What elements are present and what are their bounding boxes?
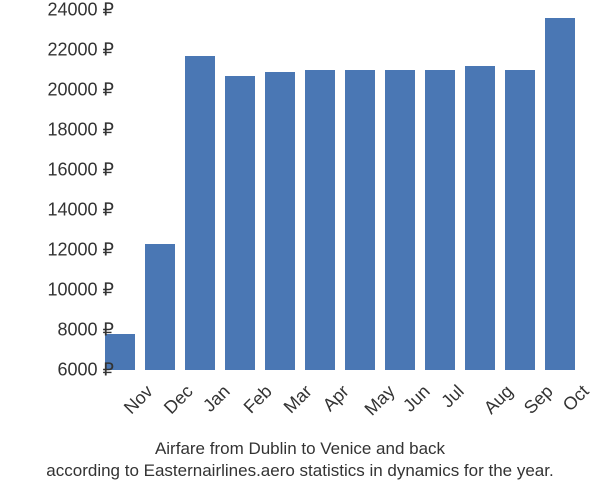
x-tick-label: Feb — [240, 381, 277, 418]
bar — [305, 70, 335, 370]
y-tick-label: 8000 ₽ — [58, 320, 115, 341]
x-tick-label: Apr — [319, 381, 354, 416]
bar — [425, 70, 455, 370]
x-tick-label: Sep — [520, 381, 557, 418]
bar — [185, 56, 215, 370]
x-tick-label: Mar — [280, 381, 317, 418]
x-tick-label: Aug — [480, 381, 517, 418]
x-tick-label: Oct — [559, 381, 594, 416]
bar — [145, 244, 175, 370]
y-tick-label: 22000 ₽ — [47, 40, 114, 61]
x-tick-label: Jan — [199, 381, 234, 416]
x-tick-label: May — [361, 381, 400, 420]
y-tick-label: 12000 ₽ — [47, 240, 114, 261]
bar — [265, 72, 295, 370]
y-tick-label: 24000 ₽ — [47, 0, 114, 21]
chart-caption: Airfare from Dublin to Venice and back a… — [0, 438, 600, 482]
airfare-bar-chart: Airfare from Dublin to Venice and back a… — [0, 0, 600, 500]
bar — [225, 76, 255, 370]
bar — [345, 70, 375, 370]
caption-line-1: Airfare from Dublin to Venice and back — [155, 439, 445, 458]
y-tick-label: 6000 ₽ — [58, 360, 115, 381]
x-tick-label: Jun — [399, 381, 434, 416]
y-tick-label: 10000 ₽ — [47, 280, 114, 301]
plot-area — [100, 10, 580, 370]
x-tick-label: Jul — [437, 381, 468, 412]
x-tick-label: Dec — [160, 381, 197, 418]
bar — [545, 18, 575, 370]
y-tick-label: 18000 ₽ — [47, 120, 114, 141]
y-tick-label: 20000 ₽ — [47, 80, 114, 101]
y-tick-label: 16000 ₽ — [47, 160, 114, 181]
caption-line-2: according to Easternairlines.aero statis… — [46, 461, 553, 480]
bar — [465, 66, 495, 370]
x-tick-label: Nov — [120, 381, 157, 418]
bar — [505, 70, 535, 370]
y-tick-label: 14000 ₽ — [47, 200, 114, 221]
bar — [385, 70, 415, 370]
